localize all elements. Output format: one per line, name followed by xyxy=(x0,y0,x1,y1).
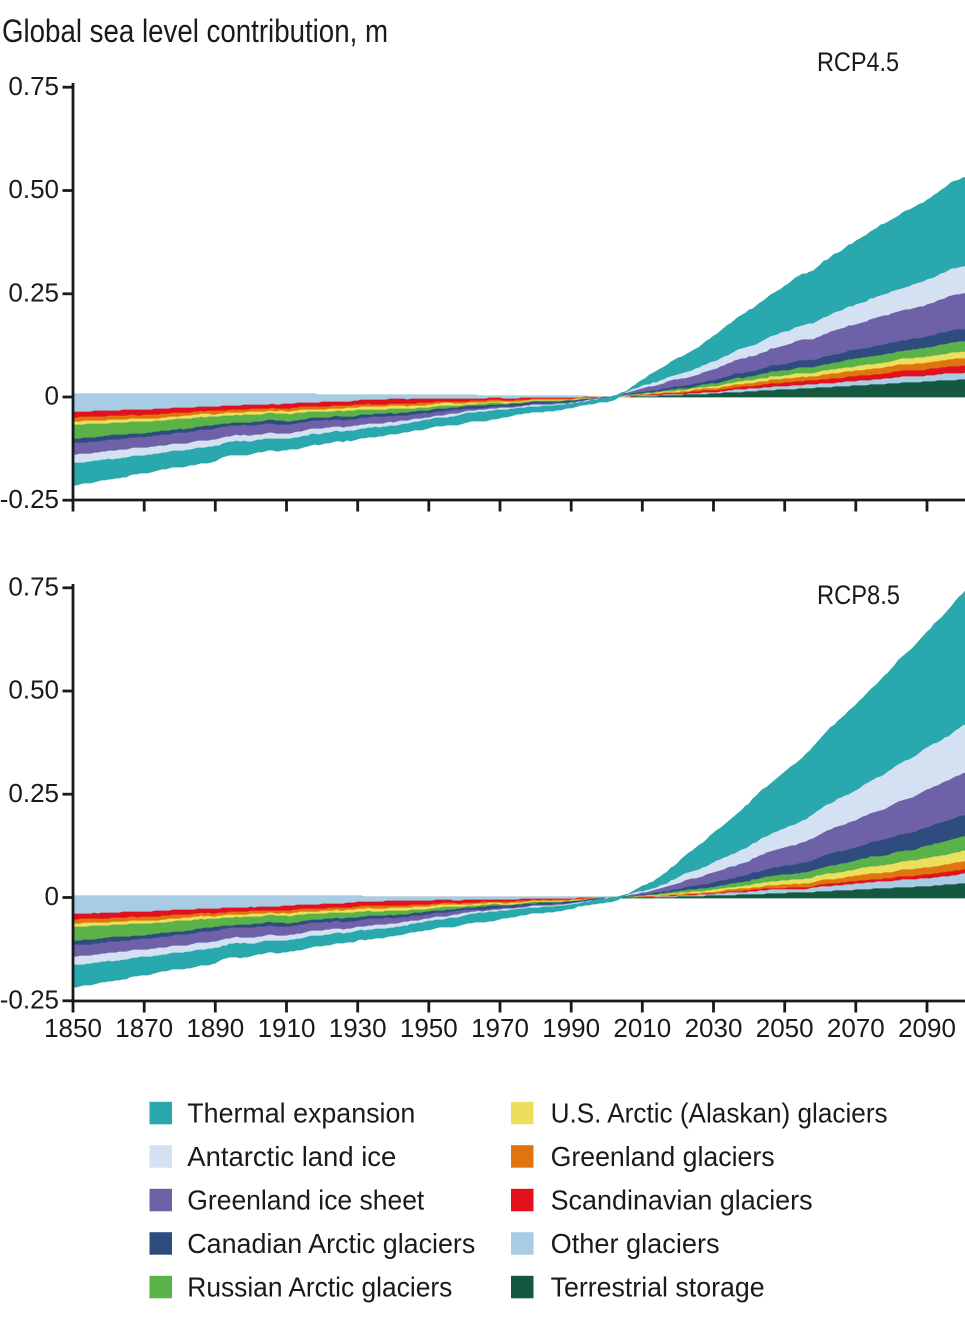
svg-text:Russian Arctic glaciers: Russian Arctic glaciers xyxy=(187,1272,452,1303)
svg-text:2070: 2070 xyxy=(827,1013,885,1043)
svg-text:Canadian Arctic glaciers: Canadian Arctic glaciers xyxy=(187,1228,475,1259)
svg-text:Global sea level contribution,: Global sea level contribution, m xyxy=(2,13,388,49)
svg-text:0: 0 xyxy=(45,881,59,911)
svg-text:-0.25: -0.25 xyxy=(0,484,59,514)
svg-text:0.50: 0.50 xyxy=(8,675,59,705)
svg-text:Greenland glaciers: Greenland glaciers xyxy=(551,1141,775,1172)
svg-text:Scandinavian glaciers: Scandinavian glaciers xyxy=(551,1185,813,1216)
svg-text:0.50: 0.50 xyxy=(8,174,59,204)
svg-text:Greenland ice sheet: Greenland ice sheet xyxy=(187,1185,424,1216)
svg-text:0.75: 0.75 xyxy=(8,571,59,601)
svg-text:0.25: 0.25 xyxy=(8,277,59,307)
svg-text:2030: 2030 xyxy=(685,1013,743,1043)
svg-text:Other glaciers: Other glaciers xyxy=(551,1228,720,1259)
svg-text:1930: 1930 xyxy=(329,1013,387,1043)
svg-text:1870: 1870 xyxy=(115,1013,173,1043)
svg-text:0.25: 0.25 xyxy=(8,778,59,808)
svg-text:1990: 1990 xyxy=(542,1013,600,1043)
svg-text:RCP8.5: RCP8.5 xyxy=(817,580,900,610)
svg-text:Thermal expansion: Thermal expansion xyxy=(187,1098,415,1129)
svg-text:1850: 1850 xyxy=(44,1013,102,1043)
svg-text:-0.25: -0.25 xyxy=(0,984,59,1014)
svg-text:2090: 2090 xyxy=(898,1013,956,1043)
svg-text:U.S. Arctic (Alaskan) glaciers: U.S. Arctic (Alaskan) glaciers xyxy=(551,1098,888,1129)
svg-text:1950: 1950 xyxy=(400,1013,458,1043)
svg-text:Antarctic land ice: Antarctic land ice xyxy=(187,1141,396,1172)
svg-text:1910: 1910 xyxy=(258,1013,316,1043)
svg-text:0.75: 0.75 xyxy=(8,71,59,101)
svg-text:1970: 1970 xyxy=(471,1013,529,1043)
svg-text:1890: 1890 xyxy=(186,1013,244,1043)
svg-text:2010: 2010 xyxy=(613,1013,671,1043)
svg-text:2050: 2050 xyxy=(756,1013,814,1043)
svg-text:0: 0 xyxy=(45,381,59,411)
svg-text:Terrestrial storage: Terrestrial storage xyxy=(551,1272,765,1303)
svg-text:RCP4.5: RCP4.5 xyxy=(817,47,899,77)
